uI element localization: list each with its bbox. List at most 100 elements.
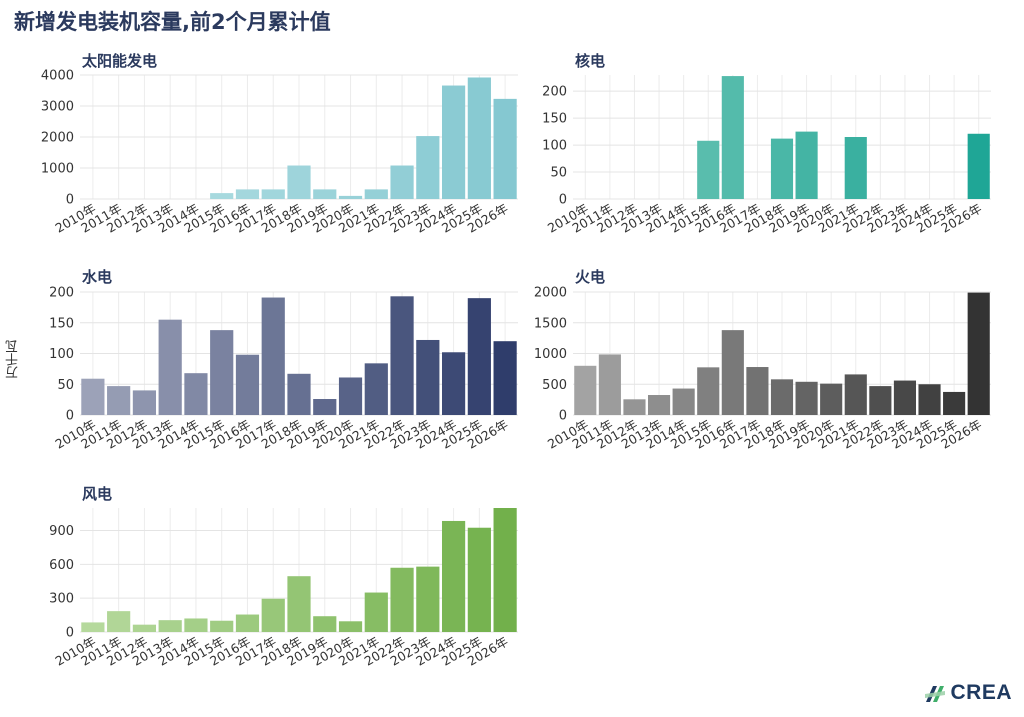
bar xyxy=(672,388,695,415)
bar xyxy=(235,189,260,199)
bar xyxy=(313,616,337,632)
chart-panel-4: 风电03006009002010年2011年2012年2013年2014年201… xyxy=(49,485,518,669)
bar xyxy=(721,330,744,415)
bar xyxy=(338,195,363,199)
y-tick-label: 50 xyxy=(550,166,567,181)
y-tick-label: 0 xyxy=(66,409,74,424)
y-tick-label: 100 xyxy=(542,139,567,154)
chart-title: 火电 xyxy=(575,268,605,286)
y-tick-label: 500 xyxy=(542,378,567,393)
bar xyxy=(574,365,597,415)
bar xyxy=(210,330,234,415)
bar xyxy=(441,85,466,199)
bar xyxy=(697,140,720,199)
bar xyxy=(467,77,491,199)
bar xyxy=(416,136,440,199)
bar xyxy=(158,319,182,415)
y-tick-label: 900 xyxy=(49,524,74,539)
y-tick-label: 600 xyxy=(49,558,74,573)
crea-logo-icon xyxy=(925,686,946,702)
bar xyxy=(493,508,517,632)
y-tick-label: 100 xyxy=(49,347,74,362)
bar xyxy=(697,367,720,415)
bar xyxy=(721,76,744,199)
bar xyxy=(844,137,867,199)
bar xyxy=(967,133,990,199)
bar xyxy=(235,354,260,415)
y-tick-label: 50 xyxy=(57,378,74,393)
bar xyxy=(623,399,646,415)
y-tick-label: 2000 xyxy=(41,131,74,146)
y-tick-label: 1000 xyxy=(534,347,567,362)
bar xyxy=(746,367,769,415)
bar xyxy=(338,377,363,415)
bar xyxy=(467,298,491,415)
crea-logo: CREA xyxy=(924,681,1012,705)
bar xyxy=(338,621,363,632)
y-tick-label: 200 xyxy=(542,85,567,100)
bar xyxy=(287,165,311,199)
bar xyxy=(467,527,491,632)
y-tick-label: 0 xyxy=(559,193,567,208)
bar xyxy=(158,620,182,632)
y-tick-label: 200 xyxy=(49,286,74,301)
chart-panel-1: 核电0501001502002010年2011年2012年2013年2014年2… xyxy=(542,52,991,236)
chart-panel-3: 火电05001000150020002010年2011年2012年2013年20… xyxy=(534,268,991,452)
bar xyxy=(943,391,966,415)
bar xyxy=(967,292,990,415)
bar xyxy=(132,624,157,632)
bar xyxy=(770,138,794,199)
bar xyxy=(647,395,671,415)
bar xyxy=(81,622,105,632)
bar xyxy=(184,373,208,415)
bar xyxy=(313,189,337,199)
bar xyxy=(441,352,466,415)
bar xyxy=(441,520,466,632)
bar xyxy=(235,614,260,632)
bar xyxy=(107,386,131,415)
bar xyxy=(313,399,337,415)
y-tick-label: 150 xyxy=(49,316,74,331)
y-tick-label: 0 xyxy=(559,409,567,424)
bar xyxy=(493,98,517,199)
bar xyxy=(81,378,105,415)
y-tick-label: 3000 xyxy=(41,100,74,115)
bar xyxy=(390,296,414,415)
crea-logo-text: CREA xyxy=(950,681,1012,704)
chart-title: 核电 xyxy=(575,52,605,70)
bar xyxy=(390,567,414,632)
y-tick-label: 0 xyxy=(66,626,74,641)
bar xyxy=(820,383,843,415)
bar xyxy=(416,566,440,632)
bar xyxy=(287,576,311,632)
y-tick-label: 1500 xyxy=(534,316,567,331)
bar xyxy=(416,339,440,415)
bar xyxy=(287,373,311,415)
bar xyxy=(598,354,621,415)
bar xyxy=(795,381,818,415)
chart-title: 水电 xyxy=(82,268,112,286)
bar xyxy=(493,341,517,415)
y-tick-label: 150 xyxy=(542,112,567,127)
bar xyxy=(107,611,131,632)
bar xyxy=(869,386,892,415)
bar xyxy=(390,165,414,199)
chart-title: 风电 xyxy=(82,485,112,503)
y-tick-label: 4000 xyxy=(41,69,74,84)
bar xyxy=(210,193,234,199)
y-tick-label: 300 xyxy=(49,592,74,607)
bar xyxy=(261,297,285,415)
bar xyxy=(893,380,917,415)
bar xyxy=(364,592,388,632)
bar xyxy=(364,189,388,199)
bar xyxy=(844,374,867,415)
chart-panel-2: 水电0501001502002010年2011年2012年2013年2014年2… xyxy=(49,268,518,452)
bar xyxy=(210,620,234,632)
bar xyxy=(918,384,941,415)
bar xyxy=(261,189,285,199)
bar xyxy=(364,363,388,415)
y-tick-label: 0 xyxy=(66,193,74,208)
chart-panel-0: 太阳能发电010002000300040002010年2011年2012年201… xyxy=(41,52,518,236)
bar xyxy=(132,390,157,415)
